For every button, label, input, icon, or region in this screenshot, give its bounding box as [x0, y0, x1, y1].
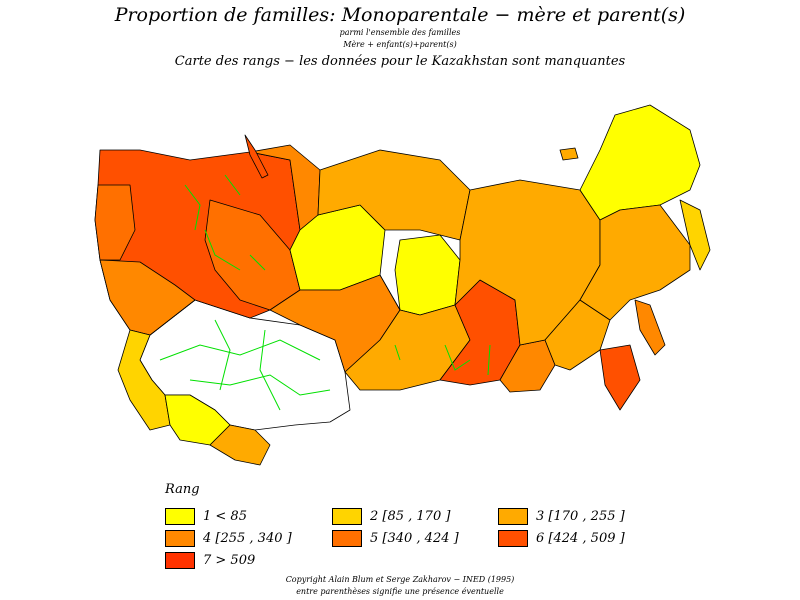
- legend-item-6: 6 [424 , 509 ]: [498, 530, 625, 547]
- legend-label-5: 5 [340 , 424 ]: [370, 531, 459, 546]
- legend-swatch-6: [498, 530, 528, 547]
- legend-label-4: 4 [255 , 340 ]: [203, 531, 292, 546]
- green-border-siberia: [394, 344, 491, 376]
- legend-swatch-4: [165, 530, 195, 547]
- region-south-siberia: [344, 274, 471, 391]
- region-evenkia: [394, 234, 461, 316]
- island-novaya-zemlya: [244, 134, 269, 179]
- legend-swatch-3: [498, 508, 528, 525]
- green-border-russia: [184, 174, 266, 271]
- island-new-siberian: [559, 147, 579, 161]
- legend-swatch-5: [332, 530, 362, 547]
- legend-title: Rang: [165, 482, 200, 497]
- legend-label-7: 7 > 509: [203, 553, 256, 568]
- legend-item-1: 1 < 85: [165, 508, 247, 525]
- map-title: Proportion de familles: Monoparentale − …: [114, 4, 686, 26]
- legend-swatch-2: [332, 508, 362, 525]
- map-subtitle-1: parmi l'ensemble des familles: [339, 28, 461, 37]
- map-subtitle-3: Carte des rangs − les données pour le Ka…: [174, 54, 626, 69]
- legend-swatch-1: [165, 508, 195, 525]
- region-khabarovsk: [579, 204, 691, 321]
- legend-item-4: 4 [255 , 340 ]: [165, 530, 292, 547]
- legend-label-3: 3 [170 , 255 ]: [536, 509, 625, 524]
- legend-swatch-7: [165, 552, 195, 569]
- legend-item-3: 3 [170 , 255 ]: [498, 508, 625, 525]
- legend-label-1: 1 < 85: [203, 509, 247, 524]
- region-baltic-belarus: [94, 184, 136, 261]
- legend-item-2: 2 [85 , 170 ]: [332, 508, 450, 525]
- region-ukraine: [99, 259, 196, 336]
- legend-label-2: 2 [85 , 170 ]: [370, 509, 451, 524]
- legend-item-7: 7 > 509: [165, 552, 255, 569]
- copyright-line: Copyright Alain Blum et Serge Zakharov −…: [285, 575, 515, 584]
- map-subtitle-2: Mère + enfant(s)+parent(s): [343, 40, 457, 49]
- region-primorye: [599, 344, 641, 411]
- footer-note: entre parenthèses signifie une présence …: [296, 587, 504, 596]
- green-border-central-asia: [159, 319, 331, 411]
- region-kamchatka: [679, 199, 711, 271]
- region-tajik-uzbek-south: [209, 424, 271, 466]
- region-sakhalin: [634, 299, 666, 356]
- legend-label-6: 6 [424 , 509 ]: [536, 531, 625, 546]
- legend-item-5: 5 [340 , 424 ]: [332, 530, 459, 547]
